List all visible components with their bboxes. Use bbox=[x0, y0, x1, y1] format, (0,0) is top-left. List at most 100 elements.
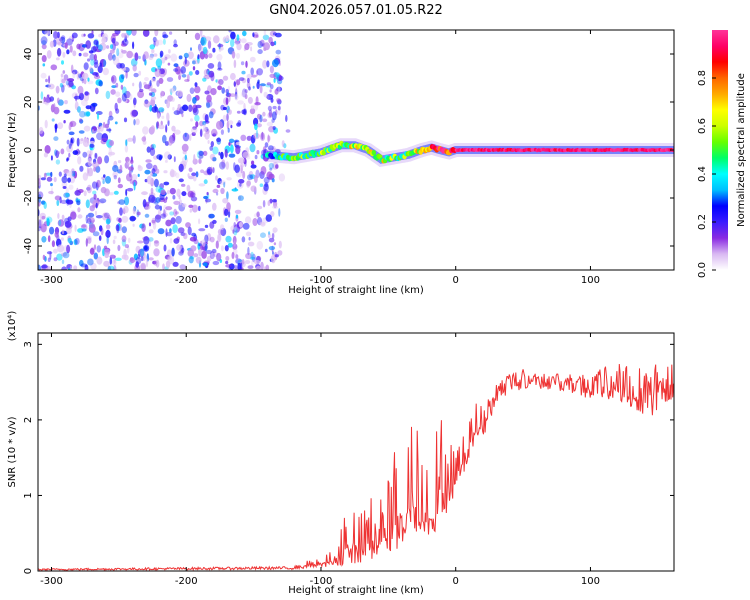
noise-blob bbox=[115, 257, 122, 261]
noise-blob bbox=[222, 197, 229, 204]
x-tick-label: 100 bbox=[581, 576, 600, 587]
noise-blob bbox=[85, 217, 90, 223]
noise-blob bbox=[132, 82, 135, 87]
noise-blob bbox=[187, 226, 192, 236]
noise-blob bbox=[220, 224, 225, 231]
noise-blob bbox=[39, 212, 46, 221]
noise-blob bbox=[225, 92, 232, 98]
noise-blob bbox=[169, 88, 176, 93]
noise-blob bbox=[85, 40, 91, 49]
noise-blob bbox=[263, 91, 268, 98]
top-x-ticks: -300 -200 -100 0 100 bbox=[40, 30, 600, 286]
noise-blob bbox=[161, 212, 168, 218]
noise-blob bbox=[269, 65, 274, 74]
noise-blob bbox=[198, 243, 202, 247]
noise-blob bbox=[59, 83, 64, 88]
noise-blob bbox=[68, 131, 75, 136]
noise-blob bbox=[61, 78, 66, 84]
noise-blob bbox=[195, 171, 199, 178]
noise-blob bbox=[100, 186, 107, 194]
noise-blob bbox=[244, 43, 250, 51]
noise-blob bbox=[170, 168, 175, 178]
noise-blob bbox=[163, 151, 171, 160]
noise-blob bbox=[180, 66, 186, 74]
noise-blob bbox=[89, 150, 92, 160]
noise-blob bbox=[233, 222, 236, 228]
noise-blob bbox=[85, 214, 89, 224]
noise-blob bbox=[91, 30, 94, 35]
noise-blob bbox=[168, 49, 171, 54]
noise-blob bbox=[206, 191, 209, 196]
noise-blob bbox=[121, 215, 129, 223]
noise-blob bbox=[173, 63, 179, 68]
noise-blob bbox=[110, 44, 113, 49]
noise-blob bbox=[144, 77, 149, 81]
noise-blob bbox=[244, 159, 247, 167]
noise-blob bbox=[217, 61, 222, 70]
noise-blob bbox=[234, 91, 238, 100]
noise-blob bbox=[90, 140, 95, 145]
noise-blob bbox=[202, 128, 207, 132]
noise-blob bbox=[202, 46, 208, 55]
noise-blob bbox=[66, 244, 71, 254]
noise-blob bbox=[233, 162, 236, 171]
noise-blob bbox=[130, 109, 138, 118]
noise-blob bbox=[158, 77, 164, 84]
noise-blob bbox=[149, 147, 156, 156]
noise-blob bbox=[204, 90, 210, 95]
noise-blob bbox=[55, 57, 60, 61]
noise-blob bbox=[205, 249, 212, 255]
noise-blob bbox=[152, 36, 157, 43]
noise-blob bbox=[285, 114, 288, 123]
noise-blob bbox=[277, 85, 281, 94]
noise-blob bbox=[82, 151, 88, 158]
noise-blob bbox=[66, 158, 69, 162]
noise-blob bbox=[224, 208, 229, 216]
noise-blob bbox=[237, 195, 244, 201]
noise-blob bbox=[115, 91, 121, 97]
noise-blob bbox=[218, 151, 221, 156]
noise-blob bbox=[110, 89, 116, 95]
noise-blob bbox=[204, 114, 209, 123]
noise-blob bbox=[232, 229, 235, 234]
noise-blob bbox=[153, 248, 160, 257]
noise-blob bbox=[202, 77, 207, 82]
noise-blob bbox=[283, 143, 287, 149]
noise-blob bbox=[133, 119, 136, 126]
noise-blob bbox=[53, 176, 57, 183]
noise-blob bbox=[176, 90, 183, 97]
noise-blob bbox=[193, 253, 199, 258]
noise-blob bbox=[126, 245, 130, 254]
noise-blob bbox=[81, 33, 85, 38]
noise-blob bbox=[94, 87, 99, 95]
noise-blob bbox=[212, 157, 217, 162]
noise-blob bbox=[263, 183, 269, 192]
noise-blob bbox=[111, 75, 117, 84]
noise-blob bbox=[106, 128, 112, 132]
noise-blob bbox=[126, 187, 134, 192]
noise-blob bbox=[65, 192, 70, 198]
noise-blob bbox=[94, 153, 97, 158]
noise-blob bbox=[62, 251, 70, 259]
noise-blob bbox=[146, 162, 153, 170]
noise-blob bbox=[132, 41, 135, 50]
noise-blob bbox=[181, 183, 186, 187]
noise-blob bbox=[274, 88, 279, 95]
noise-blob bbox=[78, 73, 82, 79]
noise-blob bbox=[271, 111, 277, 121]
noise-blob bbox=[181, 74, 187, 78]
noise-blob bbox=[87, 157, 92, 167]
noise-blob bbox=[227, 242, 233, 248]
noise-blob bbox=[151, 168, 156, 174]
noise-blob bbox=[85, 105, 92, 110]
noise-blob bbox=[125, 70, 128, 79]
noise-blob bbox=[198, 158, 202, 164]
noise-blob bbox=[112, 171, 118, 178]
noise-blob bbox=[206, 94, 212, 103]
noise-blob bbox=[114, 102, 118, 111]
noise-blob bbox=[265, 214, 272, 222]
noise-blob bbox=[194, 82, 198, 87]
noise-blob bbox=[56, 199, 60, 206]
noise-blob bbox=[236, 34, 240, 41]
noise-blob bbox=[228, 153, 236, 158]
